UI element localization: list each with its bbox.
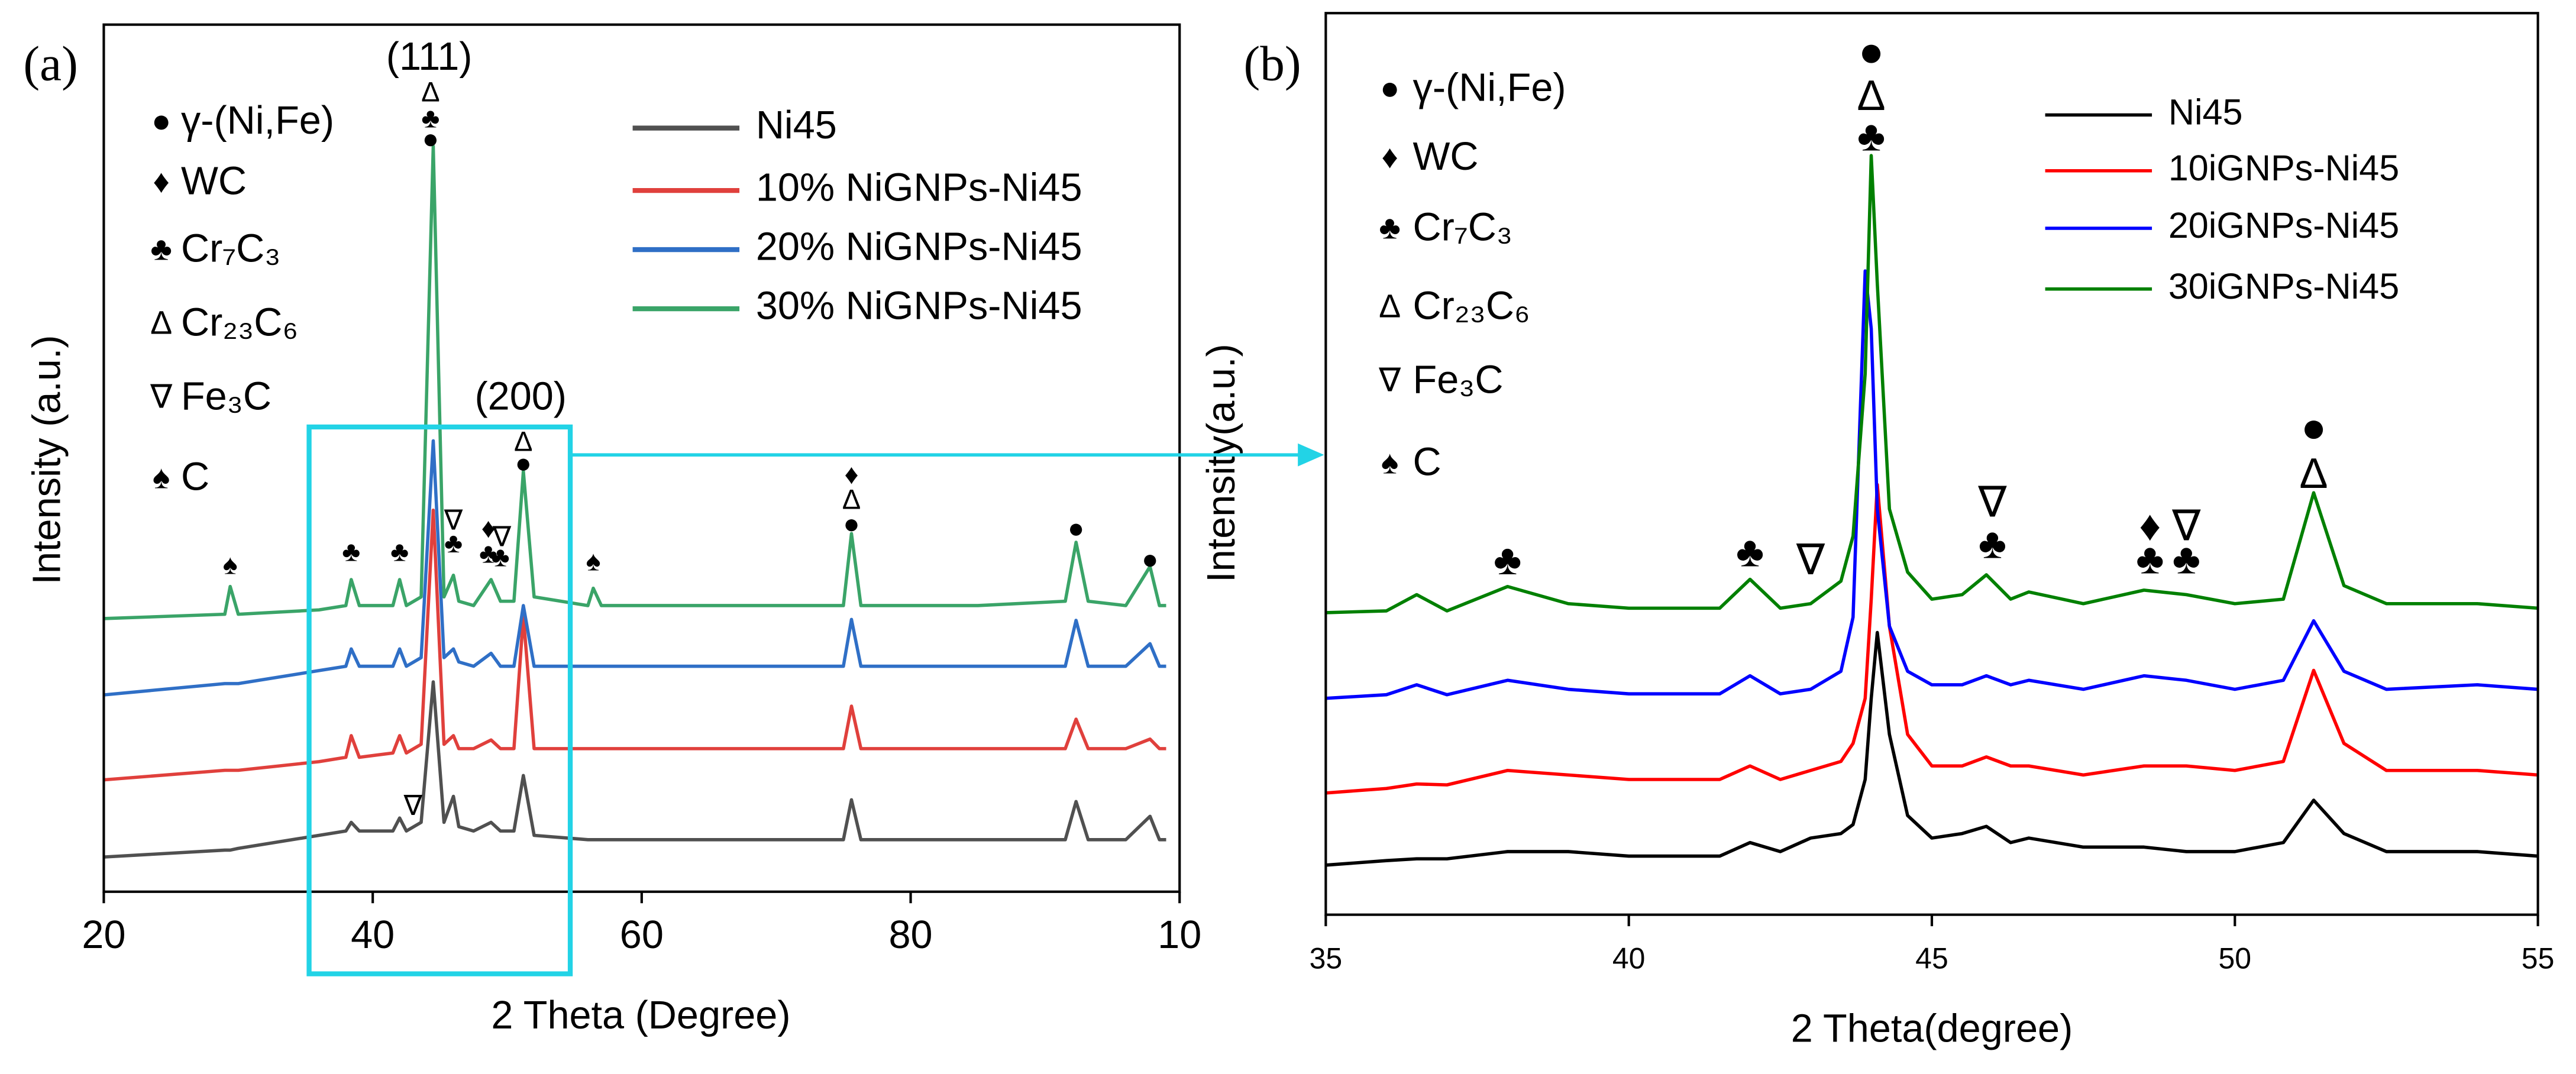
peak-annotation: ♣ [390, 536, 409, 567]
phase-label: C [181, 455, 209, 499]
legend-label: 10iGNPs-Ni45 [2168, 148, 2399, 188]
peak-annotation: ♦ [481, 513, 496, 544]
peak-annotation: ● [1142, 544, 1159, 575]
phase-label: Cr₂₃C₆ [181, 300, 298, 344]
phase-label: Cr₂₃C₆ [1413, 284, 1530, 328]
x-tick-label: 45 [1915, 942, 1948, 975]
peak-annotation: ● [515, 448, 532, 479]
peak-annotation: ♠ [586, 546, 600, 577]
peak-annotation: ♠ [223, 549, 238, 580]
phase-symbol: ● [151, 102, 172, 139]
series-line [1326, 269, 2538, 700]
peak-annotation: ♣ [1979, 520, 2006, 568]
peak-annotation: Δ [2299, 450, 2328, 497]
peak-annotation: ∇ [492, 522, 512, 553]
phase-symbol: Δ [1379, 288, 1401, 325]
peak-annotation: ♣ [2136, 536, 2164, 583]
legend-label: Ni45 [2168, 92, 2243, 132]
phase-symbol: ♣ [150, 231, 172, 267]
legend-label: 30% NiGNPs-Ni45 [756, 284, 1082, 328]
series-line [104, 144, 1166, 620]
series-line [104, 680, 1166, 859]
legend-label: 20% NiGNPs-Ni45 [756, 225, 1082, 269]
peak-annotation: ♦ [844, 459, 858, 490]
phase-label: WC [181, 160, 247, 203]
x-tick-label: 40 [351, 913, 395, 957]
phase-symbol: Δ [150, 304, 172, 341]
x-tick-label: 50 [2219, 942, 2252, 975]
peak-annotation: Δ [842, 484, 861, 515]
peak-annotation: ♣ [479, 538, 497, 569]
series-line [1326, 630, 2538, 867]
x-tick-label: 80 [888, 913, 932, 957]
x-tick-label: 40 [1612, 942, 1646, 975]
peak-annotation: ● [422, 124, 439, 155]
x-tick-label: 55 [2522, 942, 2555, 975]
phase-label: γ-(Ni,Fe) [181, 99, 334, 143]
legend-label: 20iGNPs-Ni45 [2168, 205, 2399, 245]
peak-annotation: ● [1859, 28, 1885, 75]
peak-annotation: ♣ [421, 102, 439, 134]
peak-annotation: ♣ [342, 536, 360, 567]
legend-label: Ni45 [756, 103, 837, 147]
x-tick-label: 20 [82, 913, 125, 957]
x-tick-label: 10 [1158, 913, 1201, 957]
phase-symbol: ♠ [1381, 444, 1399, 480]
phase-label: γ-(Ni,Fe) [1413, 66, 1566, 109]
x-tick-label: 60 [620, 913, 664, 957]
peak-annotation: ∇ [1796, 536, 1825, 584]
phase-label: Cr₇C₃ [1413, 205, 1512, 249]
peak-annotation: Δ [1857, 72, 1885, 119]
panel-label: (b) [1244, 37, 1301, 92]
phase-symbol: ♠ [153, 458, 170, 495]
peak-annotation: ● [1068, 513, 1085, 544]
phase-label: C [1413, 440, 1441, 484]
peak-annotation: ♣ [1736, 528, 1764, 575]
peak-annotation: ♦ [2139, 502, 2161, 549]
phase-label: WC [1413, 135, 1479, 179]
peak-annotation: ♣ [444, 528, 463, 559]
series-line [1326, 483, 2538, 795]
x-axis-label: 2 Theta(degree) [1791, 1007, 2073, 1050]
phase-symbol: ∇ [150, 378, 173, 415]
peak-annotation: ♣ [492, 541, 510, 572]
y-axis-label: Intensity(a.u.) [1200, 344, 1243, 583]
peak-annotation: (111) [386, 35, 473, 79]
peak-annotation: Δ [514, 426, 533, 457]
phase-symbol: ● [1380, 69, 1400, 106]
x-tick-label: 35 [1310, 942, 1343, 975]
peak-annotation: Δ [421, 76, 440, 108]
zoom-arrowhead [1298, 443, 1324, 467]
phase-label: Fe₃C [1413, 358, 1504, 402]
legend-label: 10% NiGNPs-Ni45 [756, 166, 1082, 210]
peak-annotation: ∇ [444, 505, 463, 536]
series-line [1326, 154, 2538, 614]
peak-annotation: (200) [474, 375, 567, 419]
peak-annotation: ● [843, 509, 860, 540]
peak-annotation: ♣ [2173, 536, 2200, 583]
x-axis-label: 2 Theta (Degree) [491, 994, 790, 1037]
peak-annotation: ∇ [2171, 502, 2201, 549]
phase-symbol: ♦ [1381, 138, 1398, 175]
peak-annotation: ∇ [403, 790, 423, 821]
legend-label: 30iGNPs-Ni45 [2168, 266, 2399, 306]
plot-frame [102, 23, 1181, 893]
peak-annotation: ♣ [1857, 113, 1885, 160]
zoom-box [306, 424, 573, 976]
phase-label: Fe₃C [181, 374, 272, 418]
phase-label: Cr₇C₃ [181, 227, 280, 270]
peak-annotation: ♣ [1494, 536, 1521, 584]
series-line [104, 508, 1166, 782]
peak-annotation: ● [2301, 404, 2327, 451]
y-axis-label: Intensity (a.u.) [25, 335, 69, 584]
phase-symbol: ∇ [1378, 362, 1401, 399]
panel-label: (a) [23, 37, 77, 92]
phase-symbol: ♦ [153, 163, 169, 200]
series-line [104, 439, 1166, 697]
peak-annotation: ∇ [1977, 479, 2007, 526]
phase-symbol: ♣ [1379, 209, 1400, 245]
